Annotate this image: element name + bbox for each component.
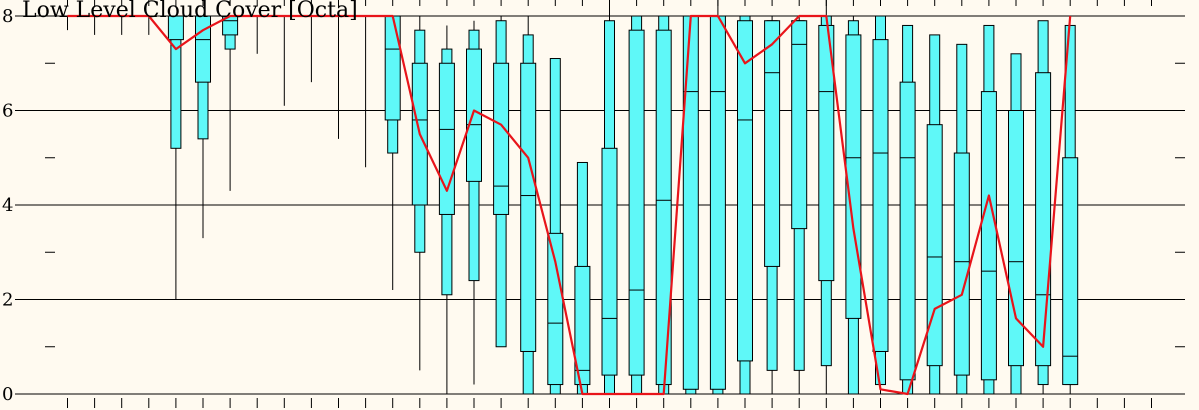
box-29 bbox=[845, 16, 862, 395]
red-series-line bbox=[67, 14, 1072, 396]
box-iqr bbox=[384, 15, 401, 121]
y-tick-label: 8 bbox=[2, 6, 13, 27]
box-20 bbox=[601, 16, 618, 395]
box-iqr bbox=[899, 81, 916, 381]
box-21 bbox=[628, 15, 645, 395]
box-33 bbox=[953, 43, 970, 395]
box-26 bbox=[764, 16, 781, 394]
y-tick-label: 6 bbox=[2, 101, 13, 122]
box-iqr bbox=[195, 15, 211, 83]
box-iqr bbox=[818, 24, 835, 282]
box-37 bbox=[1062, 24, 1079, 394]
median-line-series bbox=[67, 14, 1072, 396]
box-iqr bbox=[682, 15, 699, 390]
box-16 bbox=[493, 16, 510, 348]
y-axis-ticks: 0 2 4 6 8 bbox=[2, 6, 1185, 405]
box-iqr bbox=[872, 39, 889, 352]
box-19 bbox=[574, 161, 591, 395]
box-series bbox=[59, 15, 1079, 395]
y-tick-label: 0 bbox=[2, 384, 13, 405]
box-24 bbox=[709, 15, 726, 395]
box-iqr bbox=[547, 232, 564, 386]
box-iqr bbox=[574, 265, 591, 386]
box-iqr bbox=[628, 29, 645, 376]
box-iqr bbox=[737, 20, 753, 362]
box-iqr bbox=[1035, 72, 1052, 367]
box-31 bbox=[899, 24, 916, 395]
box-25 bbox=[737, 15, 753, 395]
box-iqr bbox=[953, 152, 970, 376]
box-iqr bbox=[1062, 157, 1079, 386]
box-iqr bbox=[980, 91, 997, 381]
box-iqr bbox=[709, 15, 726, 390]
box-32 bbox=[926, 34, 943, 395]
box-iqr bbox=[493, 62, 510, 215]
box-22 bbox=[655, 15, 672, 395]
box-18 bbox=[547, 58, 564, 395]
box-30 bbox=[872, 15, 889, 394]
box-p10-p90 bbox=[549, 58, 561, 395]
box-35 bbox=[1008, 53, 1024, 395]
x-axis-ticks bbox=[67, 0, 1152, 408]
box-iqr bbox=[764, 20, 781, 267]
chart-title: Low Level Cloud Cover [Octa] bbox=[22, 0, 358, 23]
box-27 bbox=[791, 16, 808, 394]
box-iqr bbox=[520, 62, 537, 352]
box-iqr bbox=[791, 20, 808, 230]
box-iqr bbox=[926, 124, 943, 367]
box-15 bbox=[466, 20, 482, 385]
box-iqr bbox=[845, 34, 862, 319]
box-4 bbox=[167, 15, 184, 300]
y-tick-label: 4 bbox=[2, 195, 13, 216]
box-iqr bbox=[466, 48, 482, 182]
box-17 bbox=[520, 16, 537, 395]
box-iqr bbox=[601, 147, 618, 376]
y-tick-label: 2 bbox=[2, 290, 13, 311]
box-6 bbox=[222, 15, 239, 191]
box-23 bbox=[682, 15, 699, 395]
box-34 bbox=[980, 24, 997, 395]
box-28 bbox=[818, 15, 835, 394]
box-iqr bbox=[1008, 110, 1024, 367]
